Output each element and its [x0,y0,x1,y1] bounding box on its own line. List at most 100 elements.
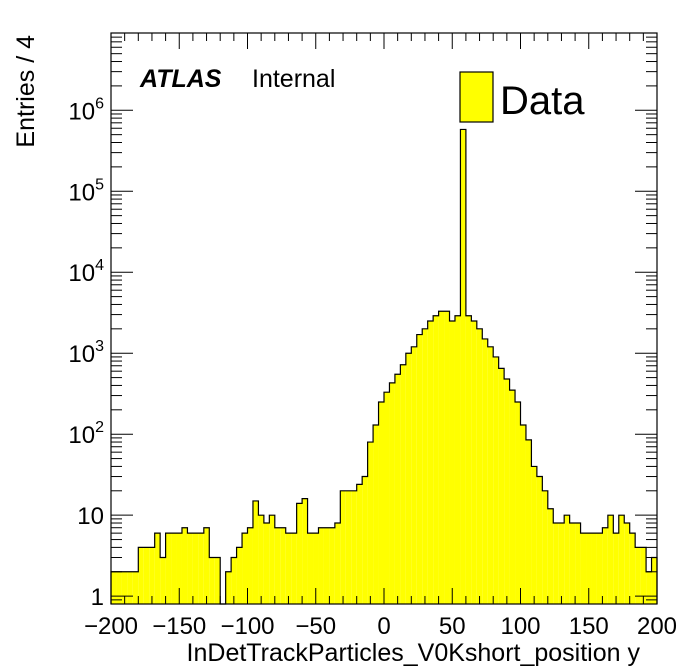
histogram-bar [285,533,292,604]
histogram-bar [318,527,324,604]
histogram-bar [269,515,275,604]
y-axis-title: Entries / 4 [12,35,40,148]
histogram-bar [181,527,188,604]
histogram-bar [302,498,308,604]
x-tick-label: −50 [295,613,336,640]
histogram-bar [422,328,428,604]
histogram-bar [313,533,319,604]
histogram-outline [110,128,658,605]
histogram-bar [280,527,286,604]
x-tick-label: −150 [152,613,206,640]
histogram-bar [575,523,581,604]
histogram-bar [591,533,597,604]
histogram-bar [531,466,537,604]
histogram-bar [258,515,264,604]
histogram-bar [629,533,636,604]
histogram-bar [651,557,657,604]
histogram-bar [547,508,554,604]
x-axis-ticks [110,33,658,604]
histogram-bar [607,515,614,604]
histogram-bar [493,356,499,604]
legend-swatch [459,71,494,123]
histogram-bar [329,527,335,604]
histogram-bar [214,557,221,604]
y-tick-label: 10 [77,503,104,530]
histogram-bar [460,129,466,604]
histogram-bar [509,390,516,604]
x-tick-label: 150 [569,613,609,640]
histogram-bar [242,533,248,604]
histogram-bar [138,547,144,604]
histogram-bar [296,503,303,604]
histogram-bar [438,311,445,604]
histogram-bar [192,533,199,604]
histogram-bar [127,571,133,604]
histogram-bar [373,424,379,604]
histogram-bar [465,315,472,604]
histogram-bar [160,557,166,604]
histogram-bar [405,353,412,604]
histogram-bar [362,476,368,604]
histogram-bar [635,547,641,604]
internal-label: Internal [252,65,335,93]
histogram-bar [558,523,565,604]
x-tick-label: 0 [377,613,390,640]
histogram-bar [525,439,532,604]
histogram-bar [291,533,297,604]
histogram-bar [427,320,434,604]
histogram-bar [454,315,461,604]
histogram-bar [471,320,477,604]
y-tick-labels: 1 10 102 103 104 105 106 [68,95,104,611]
histogram-bar [624,523,630,604]
histogram-bar [154,533,161,604]
y-tick-label: 104 [68,257,104,287]
histogram-bar [580,533,587,604]
y-tick-label: 102 [68,419,104,449]
histogram-bar [487,346,494,604]
histogram-bar [116,571,122,604]
y-tick-label: 1 [91,584,104,611]
y-tick-label: 103 [68,338,104,368]
histogram-bar [225,571,232,604]
histogram-bar [176,533,182,604]
histogram-bar [247,527,253,604]
histogram-bar [640,547,647,604]
x-axis-title: InDetTrackParticles_V0Kshort_position y [187,639,641,667]
x-tick-label: 100 [500,613,540,640]
histogram-bar [400,364,406,604]
histogram-bar [165,533,172,604]
histogram-bar [334,523,341,604]
y-axis-ticks [111,32,657,605]
histogram-bar [520,424,526,604]
histogram-bar [378,401,384,604]
histogram-bars [111,129,657,604]
histogram-bar [596,533,603,604]
histogram-bar [433,315,439,604]
histogram-bar [602,527,608,604]
histogram-bar [263,523,270,604]
histogram-bar [111,571,117,604]
histogram-bar [389,382,395,604]
histogram-bar [340,490,346,604]
histogram-bar [307,533,314,604]
histogram-bar [416,334,423,604]
histogram-bar [613,533,619,604]
histogram-bar [149,547,155,604]
histogram-bar [384,392,390,604]
histogram-bar [351,490,357,604]
histogram-bar [515,401,521,604]
histogram-bar [444,311,450,604]
y-tick-label: 106 [68,95,104,125]
histogram-bar [476,328,483,604]
x-tick-labels: −200 −150 −100 −50 0 50 100 150 200 [84,613,677,640]
histogram-bar [482,338,488,604]
x-tick-label: −100 [220,613,274,640]
histogram-bar [236,547,243,604]
histogram-bar [198,533,204,604]
y-tick-label: 105 [68,176,104,206]
histogram-bar [367,442,374,604]
histogram-bar [449,320,455,604]
histogram-bar [569,523,576,604]
histogram-bar [171,533,177,604]
histogram-bar [121,571,128,604]
